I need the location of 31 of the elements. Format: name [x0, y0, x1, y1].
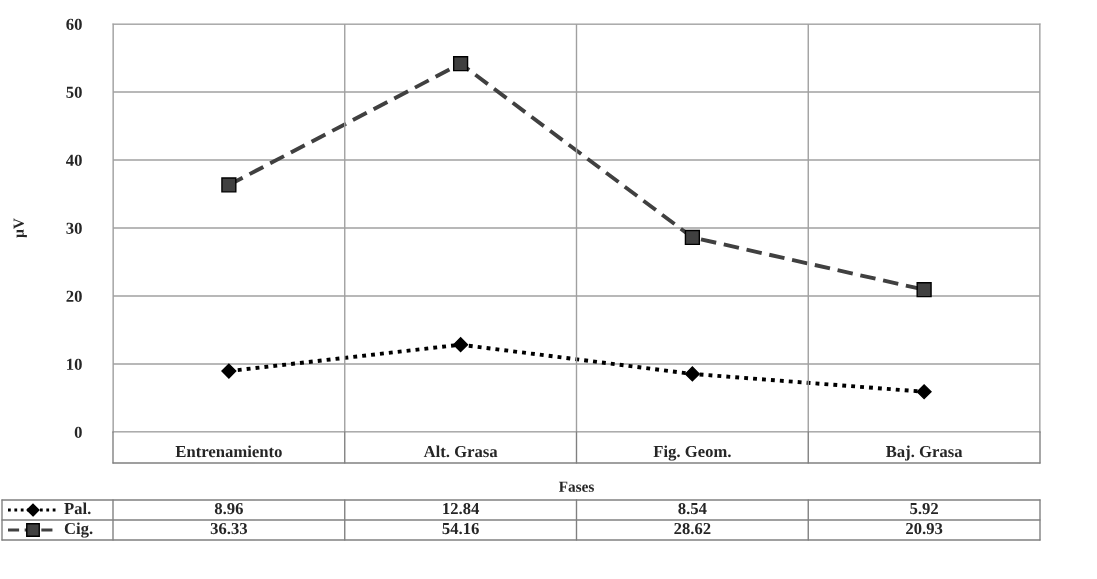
data-label: 54.16: [442, 522, 479, 535]
data-label: 20.93: [906, 522, 943, 535]
data-label: 28.62: [674, 522, 711, 535]
legend-label: Cig.: [64, 522, 93, 538]
point: [916, 282, 932, 298]
y-tick-label: 10: [67, 358, 82, 370]
data-label: 8.54: [678, 502, 707, 515]
x-tick-label: Entrenamiento: [175, 445, 282, 458]
y-tick-label: 40: [66, 154, 82, 166]
data-label: 8.96: [214, 502, 243, 515]
point: [684, 366, 700, 382]
point: [221, 363, 237, 379]
data-label: 36.33: [210, 522, 248, 535]
y-tick-label: 20: [66, 290, 82, 302]
y-tick-label: 50: [66, 86, 82, 98]
y-axis-title: µV: [13, 218, 27, 238]
point: [684, 229, 701, 246]
data-label: 5.92: [910, 502, 938, 515]
point: [453, 337, 469, 353]
legend-label: Pal.: [64, 502, 91, 515]
point: [916, 384, 932, 400]
y-tick-label: 0: [74, 426, 82, 438]
x-tick-label: Fig. Geom.: [653, 445, 731, 461]
y-tick-label: 60: [66, 18, 82, 30]
x-tick-label: Alt. Grasa: [423, 445, 498, 458]
point: [221, 177, 237, 193]
point: [452, 56, 469, 72]
y-tick-label: 30: [66, 222, 82, 234]
x-axis-title: Fases: [558, 481, 594, 492]
data-label: 12.84: [443, 502, 480, 515]
x-tick-label: Baj. Grasa: [885, 445, 963, 461]
